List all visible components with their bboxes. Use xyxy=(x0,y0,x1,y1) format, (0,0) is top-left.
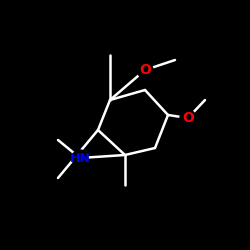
Circle shape xyxy=(180,110,196,126)
Text: O: O xyxy=(139,63,151,77)
Text: O: O xyxy=(182,111,194,125)
Circle shape xyxy=(137,62,153,78)
Text: HN: HN xyxy=(70,152,90,164)
Circle shape xyxy=(72,150,88,166)
